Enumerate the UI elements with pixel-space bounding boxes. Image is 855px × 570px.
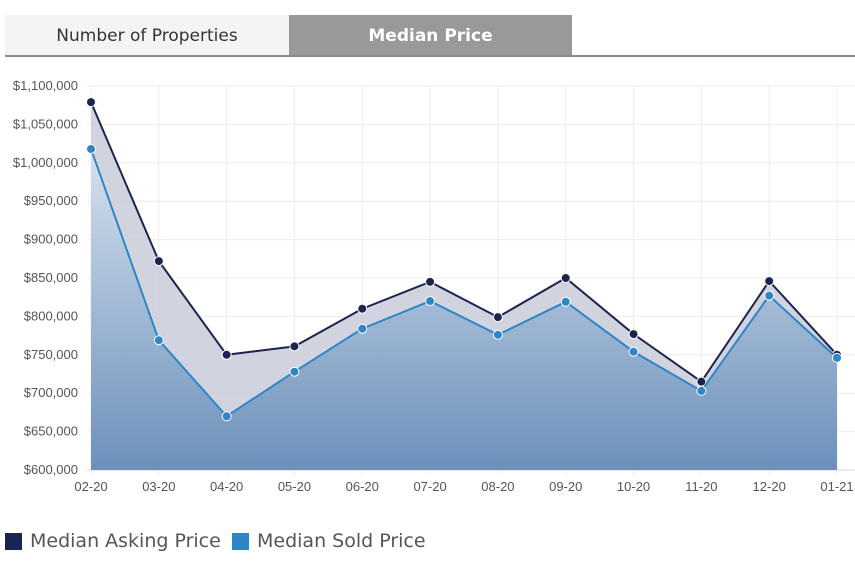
median-price-chart: $600,000 $650,000 $700,000 $750,000 $800,000… xyxy=(13,78,855,494)
asking-swatch-icon xyxy=(5,532,22,550)
x-tick-label: 08-20 xyxy=(481,479,514,494)
asking-point xyxy=(425,276,436,287)
asking-point xyxy=(764,276,775,287)
legend-item-asking[interactable]: Median Asking Price xyxy=(5,530,221,552)
sold-line xyxy=(90,148,838,418)
asking-point xyxy=(560,273,571,283)
sold-point xyxy=(560,296,571,307)
sold-point xyxy=(628,346,639,357)
x-tick-label: 06-20 xyxy=(346,479,379,494)
sold-point xyxy=(764,290,775,301)
sold-area xyxy=(91,148,837,470)
asking-line xyxy=(90,101,838,384)
asking-point xyxy=(357,303,368,314)
asking-point xyxy=(492,312,503,323)
x-tick-label: 02-20 xyxy=(74,479,107,494)
x-tick-label: 01-21 xyxy=(820,479,853,494)
y-tick-label: $650,000 xyxy=(24,424,78,439)
sold-point xyxy=(86,143,96,154)
sold-point xyxy=(832,352,842,363)
legend-label-asking: Median Asking Price xyxy=(30,530,221,552)
y-tick-label: $1,000,000 xyxy=(13,155,78,170)
asking-point xyxy=(86,97,96,108)
asking-point xyxy=(628,329,639,340)
x-tick-label: 05-20 xyxy=(278,479,311,494)
asking-point xyxy=(289,341,300,352)
x-tick-label: 11-20 xyxy=(685,479,717,494)
y-tick-label: $900,000 xyxy=(24,232,78,247)
x-tick-label: 04-20 xyxy=(210,479,243,494)
y-tick-label: $600,000 xyxy=(24,462,78,477)
asking-point xyxy=(221,349,232,360)
tab-underline xyxy=(5,55,855,57)
y-tick-label: $750,000 xyxy=(24,347,78,362)
x-tick-label: 09-20 xyxy=(549,479,582,494)
sold-point xyxy=(153,335,164,346)
x-tick-label: 03-20 xyxy=(142,479,175,494)
asking-point xyxy=(153,256,164,267)
sold-point xyxy=(357,323,368,334)
y-tick-label: $950,000 xyxy=(24,193,78,208)
sold-point xyxy=(492,329,503,340)
y-tick-label: $700,000 xyxy=(24,385,78,400)
sold-swatch-icon xyxy=(232,532,249,550)
x-tick-label: 10-20 xyxy=(617,479,650,494)
x-tick-label: 12-20 xyxy=(753,479,786,494)
y-tick-label: $800,000 xyxy=(24,308,78,323)
y-tick-label: $1,100,000 xyxy=(13,78,78,93)
sold-point xyxy=(425,296,436,307)
y-tick-label: $1,050,000 xyxy=(13,116,78,131)
sold-point xyxy=(221,411,232,422)
sold-point xyxy=(696,385,707,396)
sold-point xyxy=(289,366,300,377)
tab-number-of-properties[interactable]: Number of Properties xyxy=(5,15,289,56)
legend-item-sold[interactable]: Median Sold Price xyxy=(232,530,426,552)
x-tick-label: 07-20 xyxy=(413,479,446,494)
legend-label-sold: Median Sold Price xyxy=(257,530,426,552)
tab-median-price[interactable]: Median Price xyxy=(289,15,572,56)
y-tick-label: $850,000 xyxy=(24,270,78,285)
